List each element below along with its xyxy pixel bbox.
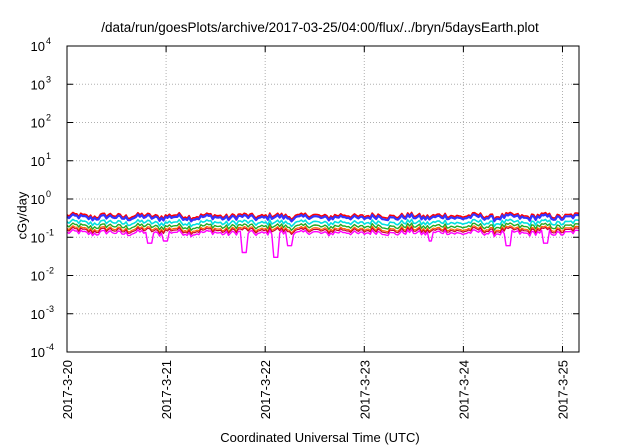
y-tick-label: 10	[31, 307, 45, 322]
y-tick-label: 10	[31, 269, 45, 284]
y-tick-label: 10	[31, 39, 45, 54]
y-tick-exponent: -1	[46, 227, 54, 237]
grid-lines	[66, 46, 579, 352]
x-tick-label: 2017-3-20	[60, 360, 75, 419]
y-tick-exponent: 3	[46, 74, 51, 84]
y-tick-exponent: 2	[46, 113, 51, 123]
y-tick-label: 10	[31, 77, 45, 92]
series-line	[66, 222, 580, 231]
x-axis-label: Coordinated Universal Time (UTC)	[220, 430, 420, 445]
y-tick-exponent: -4	[46, 342, 54, 352]
x-tick-label: 2017-3-22	[258, 360, 273, 419]
y-axis-label: cGy/day	[14, 191, 30, 240]
y-tick-label: 10	[31, 116, 45, 131]
y-tick-exponent: 4	[46, 36, 51, 46]
series-line	[66, 226, 580, 236]
x-axis: 2017-3-20 2017-3-21 2017-3-22 2017-3-23 2017…	[60, 46, 570, 419]
y-tick-label: 10	[31, 154, 45, 169]
x-tick-label: 2017-3-24	[456, 360, 471, 419]
x-tick-label: 2017-3-21	[159, 360, 174, 419]
y-tick-label: 10	[31, 230, 45, 245]
y-tick-exponent: -2	[46, 266, 54, 276]
y-tick-exponent: -3	[46, 304, 54, 314]
series-line	[66, 218, 580, 228]
series-line	[66, 213, 580, 223]
y-tick-exponent: 1	[46, 151, 51, 161]
chart-title: /data/run/goesPlots/archive/2017-03-25/0…	[101, 20, 539, 35]
x-tick-label: 2017-3-23	[357, 360, 372, 419]
series-lines	[66, 211, 580, 258]
x-tick-label: 2017-3-25	[555, 360, 570, 419]
y-tick-label: 10	[31, 345, 45, 360]
series-line	[66, 228, 580, 258]
y-tick-exponent: 0	[46, 189, 51, 199]
y-tick-label: 10	[31, 192, 45, 207]
